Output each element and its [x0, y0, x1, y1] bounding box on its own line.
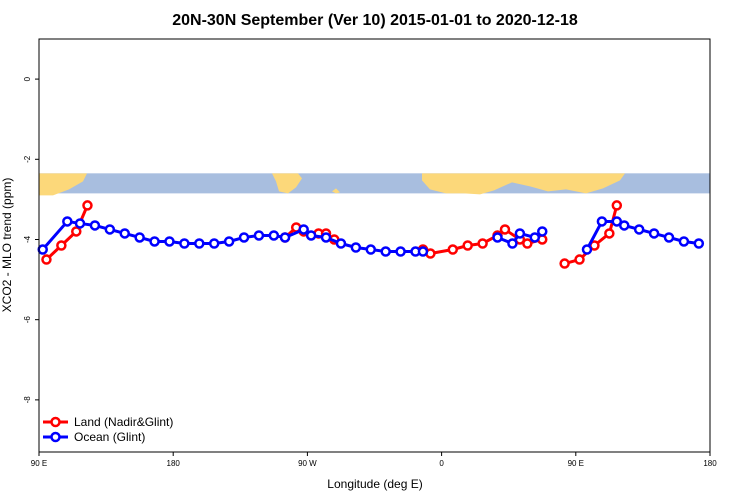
x-tick-label-2: 90 W: [298, 459, 317, 468]
series-0-point-2-2: [447, 244, 459, 255]
series-1-point-0-26: [417, 246, 429, 257]
series-0-line-0: [45, 204, 89, 261]
series-1-point-0-5: [119, 228, 130, 239]
series-1-point-2-5: [648, 228, 660, 239]
y-tick-label-0: 0: [23, 76, 32, 81]
series-1-point-0-4: [104, 224, 116, 235]
x-tick-label-1: 180: [167, 459, 181, 468]
series-0-point-2-6: [499, 224, 511, 235]
x-tick-label-5: 180: [703, 459, 717, 468]
series-1-point-0-24: [395, 246, 406, 257]
chart-title: 20N-30N September (Ver 10) 2015-01-01 to…: [172, 12, 578, 29]
series-0-point-3-0: [559, 258, 570, 269]
series-1-point-0-8: [164, 236, 175, 247]
axis-ticks: 90 E 180 90 W 0 90 E 180 0 -2 -4 -6 -8: [23, 76, 717, 468]
y-tick-label-3: -6: [23, 316, 32, 324]
series-1-point-2-7: [678, 236, 690, 247]
series-1-point-0-20: [335, 238, 347, 249]
series-1-point-0-11: [208, 238, 220, 249]
y-tick-label-4: -8: [23, 396, 32, 404]
map-land-2: [332, 188, 340, 194]
series-0-point-0-3: [82, 200, 93, 211]
x-axis-label: Longitude (deg E): [327, 477, 422, 491]
y-tick-label-2: -4: [23, 235, 32, 243]
series-1-point-2-2: [611, 216, 623, 227]
series-0-point-3-4: [611, 200, 623, 211]
map-land-0: [39, 173, 87, 196]
series-1-point-0-3: [89, 220, 101, 231]
series-1-point-0-14: [253, 230, 265, 241]
series-1-point-0-0: [37, 244, 48, 255]
series-0-point-3-1: [574, 254, 585, 265]
series-0-point-0-2: [71, 226, 82, 237]
y-tick-label-1: -2: [23, 155, 32, 163]
map-land-1: [272, 173, 302, 194]
series-0-point-2-3: [462, 240, 473, 251]
legend: Land (Nadir&Glint) Ocean (Glint): [43, 415, 173, 444]
series-1-point-0-21: [350, 242, 362, 253]
y-axis-label: XCO2 - MLO trend (ppm): [0, 178, 14, 313]
series-1-point-0-12: [223, 236, 235, 247]
x-tick-label-4: 90 E: [568, 459, 584, 468]
series-layer: [37, 200, 705, 269]
series-1-point-0-18: [305, 230, 317, 241]
series-1-point-0-1: [62, 216, 73, 227]
legend-land-label: Land (Nadir&Glint): [74, 415, 173, 429]
series-1-point-2-1: [596, 216, 608, 227]
series-1-point-0-10: [194, 238, 205, 249]
legend-ocean-marker: [50, 431, 61, 443]
series-1-point-1-4: [537, 226, 548, 237]
series-1-point-2-3: [619, 220, 630, 231]
series-0-point-0-0: [41, 254, 52, 265]
series-1-point-1-2: [514, 228, 526, 239]
series-1-point-0-6: [134, 232, 145, 243]
series-1-point-1-1: [507, 238, 518, 249]
series-1-point-0-16: [279, 232, 291, 243]
series-1-point-0-2: [74, 218, 86, 229]
series-1-point-0-7: [149, 236, 160, 247]
series-1-point-0-19: [320, 232, 332, 243]
series-1-point-0-23: [380, 246, 391, 257]
series-1-point-0-15: [268, 230, 280, 241]
series-1-point-0-17: [298, 224, 309, 235]
series-0-point-3-3: [604, 228, 615, 239]
series-0-point-2-4: [477, 238, 488, 249]
series-1: [37, 216, 705, 257]
series-1-point-0-13: [238, 232, 250, 243]
x-tick-label-3: 0: [439, 459, 444, 468]
series-0-point-2-8: [522, 238, 533, 249]
series-1-point-1-3: [529, 232, 541, 243]
plot-frame: [38, 38, 711, 453]
map-band: [39, 173, 710, 196]
series-1-point-2-6: [663, 232, 675, 243]
series-1-point-2-4: [633, 224, 645, 235]
series-1-point-2-8: [693, 238, 705, 249]
map-land-3: [422, 173, 625, 195]
legend-land-marker: [50, 416, 61, 428]
x-tick-label-0: 90 E: [31, 459, 47, 468]
series-1-point-1-0: [492, 232, 503, 243]
series-1-point-0-9: [179, 238, 190, 249]
legend-ocean-label: Ocean (Glint): [74, 430, 145, 444]
series-1-point-2-0: [581, 244, 593, 255]
series-1-point-0-22: [365, 244, 377, 255]
series-0-point-0-1: [56, 240, 67, 251]
